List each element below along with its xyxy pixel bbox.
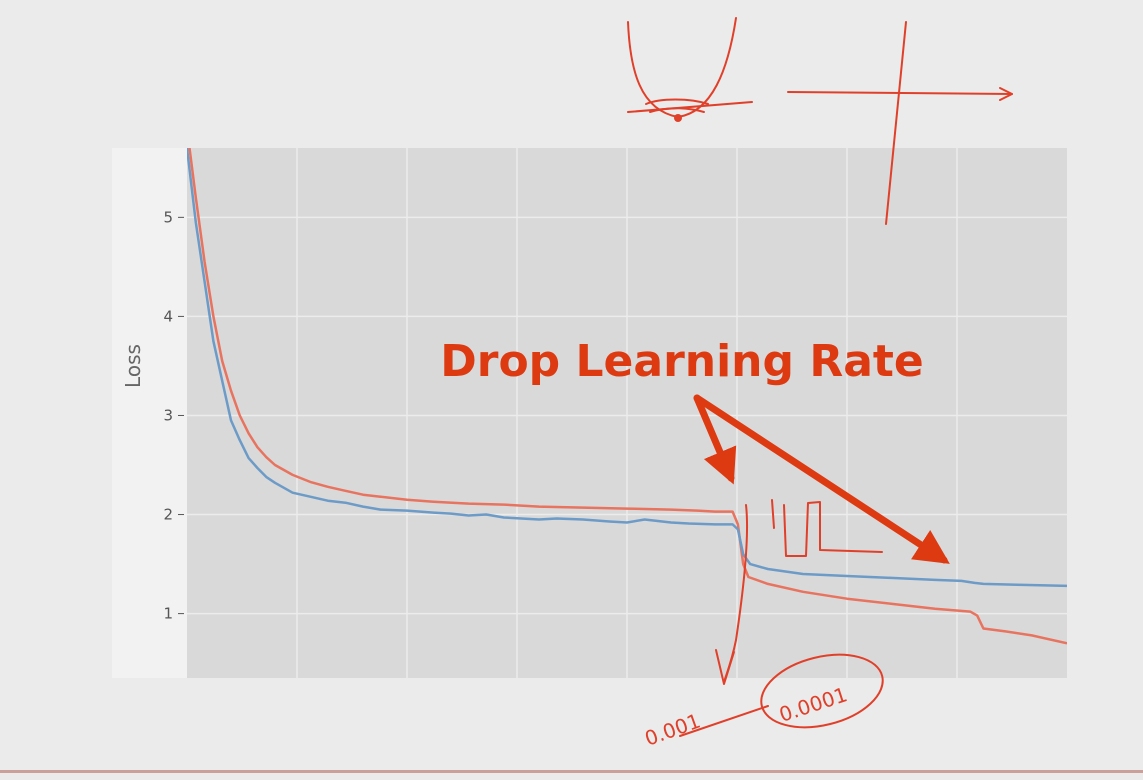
hand-drawn-axis-arrowhead [999,87,1013,101]
series-lines [187,148,1067,645]
hand-drawn-u-curve [627,17,737,118]
hand-drawn-horizontal-axis [787,91,1013,95]
hand-drawn-circle [760,653,884,729]
bottom-divider [0,770,1143,773]
callout-arrow-right [693,394,950,564]
y-tick-label: 2 [163,506,173,524]
y-axis-label: Loss [121,344,145,388]
y-axis-ticks: 1 2 3 4 5 [163,208,184,623]
y-tick-label: 4 [163,307,173,325]
y-tick-label: 1 [163,605,173,623]
gridlines [187,148,1067,678]
hand-drawn-scribble [645,98,709,113]
hand-drawn-arrowhead [715,649,735,685]
chart-backdrop [112,148,192,678]
callout-arrow-left [693,394,737,485]
loss-series-line-2 [187,148,1067,588]
hand-drawn-dot [674,114,682,122]
hand-drawn-step-sketch [771,499,883,557]
y-tick-label: 3 [163,406,173,424]
handwritten-rate-left: 0.001 [642,709,704,751]
drop-learning-rate-callout: Drop Learning Rate [440,336,924,387]
loss-series-line-1 [188,148,1067,645]
hand-drawn-u-baseline [627,101,753,113]
y-tick-label: 5 [163,208,173,226]
hand-drawn-divider [679,705,769,737]
handwritten-rate-right: 0.0001 [776,682,850,726]
hand-drawn-vertical-axis [885,21,907,225]
